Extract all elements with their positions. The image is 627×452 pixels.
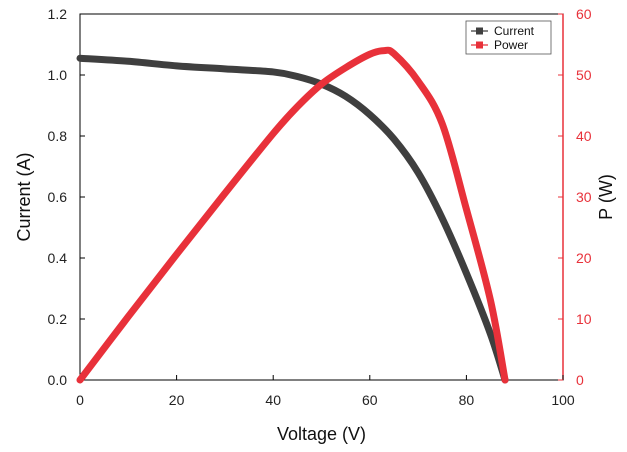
- y-right-tick-label: 20: [576, 250, 592, 266]
- x-tick-label: 60: [362, 392, 378, 408]
- legend-marker-current: [476, 27, 483, 35]
- series-line-current: [76, 54, 509, 384]
- y-left-tick-label: 0.8: [48, 128, 68, 144]
- y-right-tick-label: 10: [576, 311, 592, 327]
- legend-marker-power: [476, 41, 483, 49]
- y-left-tick-label: 0.0: [48, 372, 68, 388]
- y-right-tick-label: 30: [576, 189, 592, 205]
- x-tick-label: 0: [76, 392, 84, 408]
- y-right-tick-label: 60: [576, 6, 592, 22]
- legend-label-current: Current: [494, 24, 535, 38]
- x-tick-label: 80: [459, 392, 475, 408]
- series-line-power: [76, 46, 509, 384]
- x-axis-label: Voltage (V): [277, 424, 366, 444]
- y-left-axis-label: Current (A): [14, 152, 34, 241]
- y-right-axis-label: P (W): [596, 174, 616, 220]
- x-tick-label: 40: [265, 392, 281, 408]
- x-tick-labels: 0 20 40 60 80 100: [76, 392, 575, 408]
- y-left-tick-label: 1.0: [48, 67, 68, 83]
- y-right-tick-label: 40: [576, 128, 592, 144]
- y-left-tick-label: 1.2: [48, 6, 68, 22]
- y-left-tick-labels: 0.0 0.2 0.4 0.6 0.8 1.0 1.2: [48, 6, 68, 388]
- y-left-tick-label: 0.2: [48, 311, 68, 327]
- y-right-tick-labels: 0 10 20 30 40 50 60: [576, 6, 592, 388]
- y-left-tick-label: 0.6: [48, 189, 68, 205]
- y-left-tick-label: 0.4: [48, 250, 68, 266]
- x-tick-label: 20: [169, 392, 185, 408]
- y-right-tick-label: 0: [576, 372, 584, 388]
- legend-label-power: Power: [494, 38, 528, 52]
- x-tick-label: 100: [551, 392, 575, 408]
- axis-ticks: [79, 13, 564, 381]
- series-lines: [76, 46, 509, 384]
- y-right-tick-label: 50: [576, 67, 592, 83]
